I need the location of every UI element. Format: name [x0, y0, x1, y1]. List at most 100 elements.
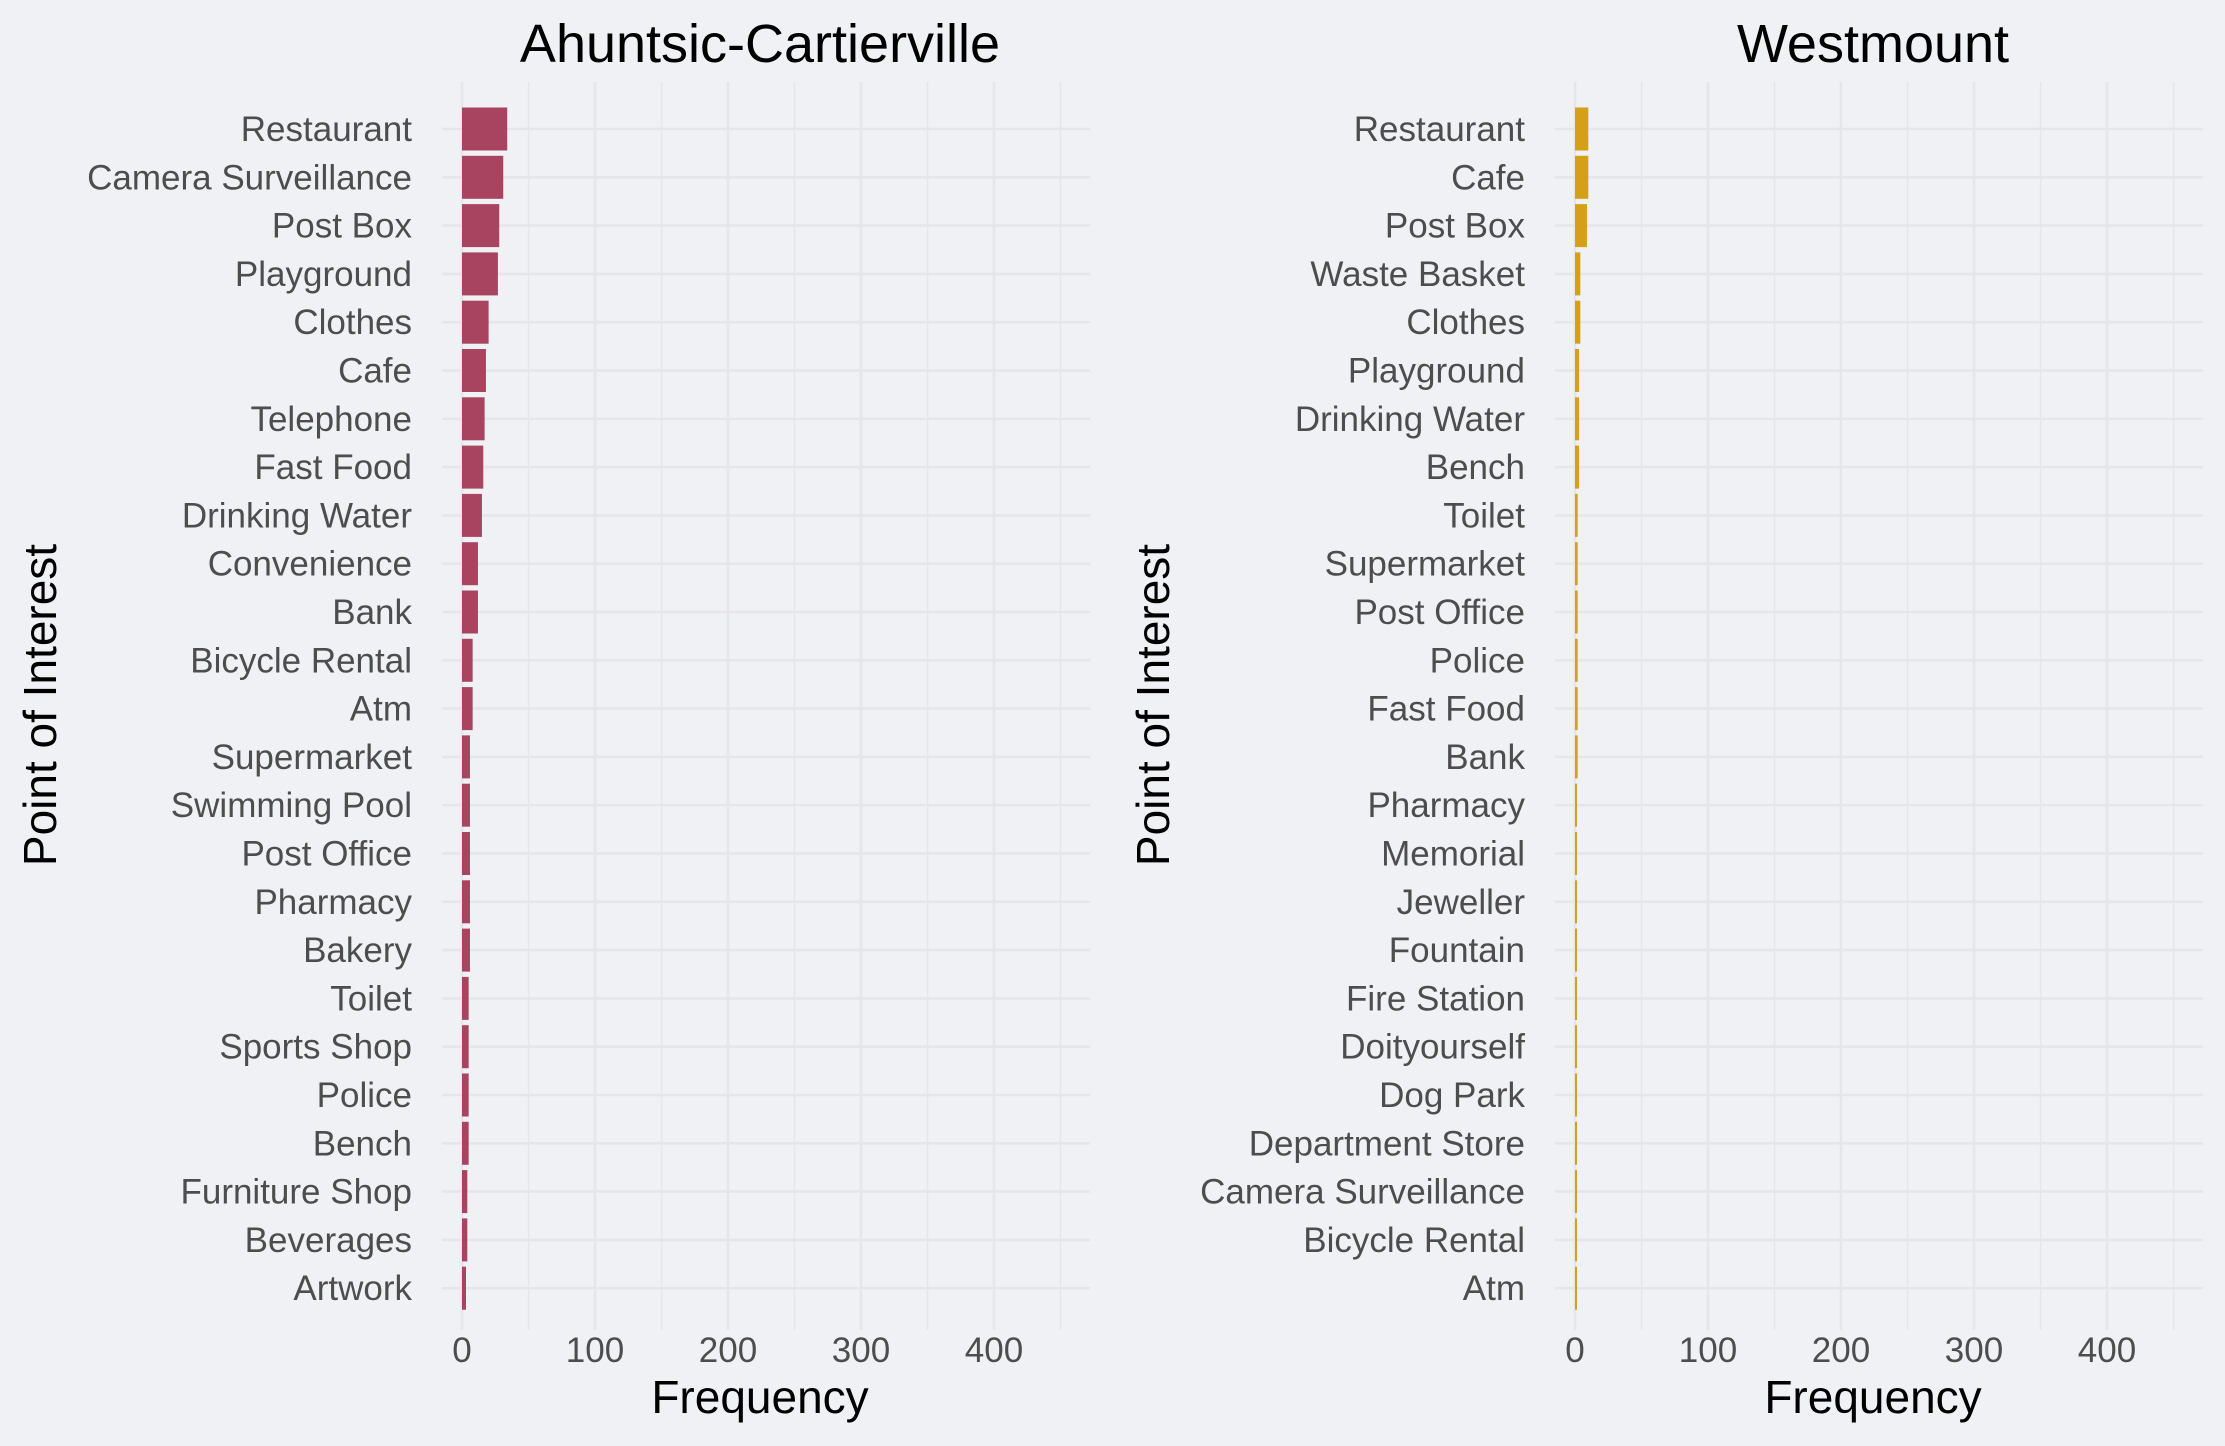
y-tick-label: Convenience — [208, 545, 412, 584]
y-tick-label: Bench — [1426, 448, 1525, 487]
bar — [1575, 107, 1589, 151]
bar — [1575, 1025, 1577, 1069]
bar — [462, 107, 508, 151]
x-tick-label: 100 — [566, 1331, 624, 1370]
grid-lines — [442, 82, 1090, 1330]
bar — [1575, 735, 1578, 779]
bar — [1575, 204, 1587, 248]
bar — [462, 1073, 469, 1117]
panel-ahuntsic-cartierville: Restaurant Camera Surveillance Post Box Pla… — [14, 14, 1090, 1423]
bar — [1575, 445, 1579, 489]
y-tick-label: Artwork — [293, 1269, 412, 1308]
y-tick-label: Memorial — [1381, 835, 1525, 874]
y-tick-label: Camera Surveillance — [1200, 1173, 1525, 1212]
y-tick-label: Fire Station — [1346, 979, 1525, 1018]
y-tick-label: Camera Surveillance — [87, 158, 412, 197]
bar — [462, 687, 473, 731]
x-tick-label: 200 — [1812, 1331, 1870, 1370]
bar — [1575, 349, 1579, 392]
y-tick-label: Furniture Shop — [180, 1173, 412, 1212]
y-tick-label: Clothes — [293, 303, 412, 342]
y-tick-label: Post Office — [241, 835, 412, 874]
panel-westmount: Restaurant Cafe Post Box Waste Basket Clothe… — [1127, 14, 2203, 1423]
bar — [462, 155, 504, 199]
y-tick-labels: Restaurant Cafe Post Box Waste Basket Clothe… — [1200, 110, 1525, 1308]
y-tick-label: Beverages — [245, 1221, 412, 1260]
bar — [1575, 590, 1578, 634]
y-tick-label: Cafe — [338, 352, 412, 391]
y-tick-label: Police — [317, 1076, 412, 1115]
panel-title: Westmount — [1737, 14, 2009, 74]
bar — [1575, 155, 1589, 199]
y-tick-label: Post Box — [1385, 207, 1526, 246]
bar — [462, 1025, 469, 1069]
x-tick-label: 400 — [965, 1331, 1023, 1370]
x-tick-labels: 0 100 200 300 400 — [452, 1331, 1023, 1370]
x-tick-label: 300 — [832, 1331, 890, 1370]
y-tick-label: Playground — [235, 255, 412, 294]
bar — [1575, 880, 1577, 924]
y-tick-label: Police — [1430, 641, 1525, 680]
bar — [462, 493, 482, 537]
y-tick-label: Restaurant — [241, 110, 412, 149]
bar — [1575, 928, 1577, 972]
x-tick-label: 100 — [1679, 1331, 1737, 1370]
y-tick-label: Atm — [350, 690, 412, 729]
x-tick-label: 0 — [1565, 1331, 1584, 1370]
bar — [1575, 832, 1577, 875]
bar — [462, 204, 500, 248]
bar — [462, 349, 486, 392]
y-axis-title: Point of Interest — [1127, 544, 1179, 866]
bar — [1575, 1170, 1577, 1214]
panel-title: Ahuntsic-Cartierville — [520, 14, 1000, 74]
y-tick-label: Bakery — [303, 931, 412, 970]
y-tick-label: Bank — [332, 593, 412, 632]
y-tick-label: Waste Basket — [1310, 255, 1525, 294]
y-tick-label: Department Store — [1249, 1124, 1525, 1163]
y-tick-label: Supermarket — [212, 738, 413, 777]
x-tick-label: 400 — [2078, 1331, 2136, 1370]
bar — [462, 542, 478, 586]
bar — [462, 928, 470, 972]
y-tick-label: Bank — [1445, 738, 1525, 777]
bar — [1575, 1121, 1577, 1165]
y-tick-label: Bicycle Rental — [1303, 1221, 1525, 1260]
bar — [1575, 300, 1581, 344]
bar — [1575, 1073, 1577, 1117]
bar — [1575, 638, 1578, 682]
bar — [462, 1170, 468, 1214]
bar — [462, 445, 484, 489]
y-tick-label: Fountain — [1389, 931, 1525, 970]
bar — [462, 397, 485, 441]
bar — [462, 590, 478, 634]
y-tick-label: Pharmacy — [254, 883, 412, 922]
bar — [462, 976, 469, 1020]
y-tick-label: Dog Park — [1379, 1076, 1525, 1115]
bar — [462, 783, 470, 827]
y-axis-title: Point of Interest — [14, 544, 66, 866]
bar — [1575, 783, 1577, 827]
y-tick-label: Post Office — [1354, 593, 1525, 632]
bar — [462, 1218, 468, 1262]
bars — [462, 107, 508, 1310]
y-tick-label: Toilet — [1443, 496, 1525, 535]
bar — [462, 252, 498, 296]
x-axis-title: Frequency — [651, 1371, 868, 1423]
bar — [1575, 397, 1579, 441]
bar — [1575, 1218, 1577, 1262]
y-tick-label: Bench — [313, 1124, 412, 1163]
bar — [462, 1266, 466, 1310]
y-tick-label: Post Box — [272, 207, 413, 246]
y-tick-label: Restaurant — [1354, 110, 1525, 149]
x-tick-labels: 0 100 200 300 400 — [1565, 1331, 2136, 1370]
y-tick-label: Pharmacy — [1367, 786, 1525, 825]
bar — [1575, 542, 1578, 586]
bar — [1575, 687, 1578, 731]
y-tick-label: Cafe — [1451, 158, 1525, 197]
bars — [1575, 107, 1589, 1310]
bar — [462, 300, 489, 344]
y-tick-label: Fast Food — [254, 448, 412, 487]
x-tick-label: 0 — [452, 1331, 471, 1370]
